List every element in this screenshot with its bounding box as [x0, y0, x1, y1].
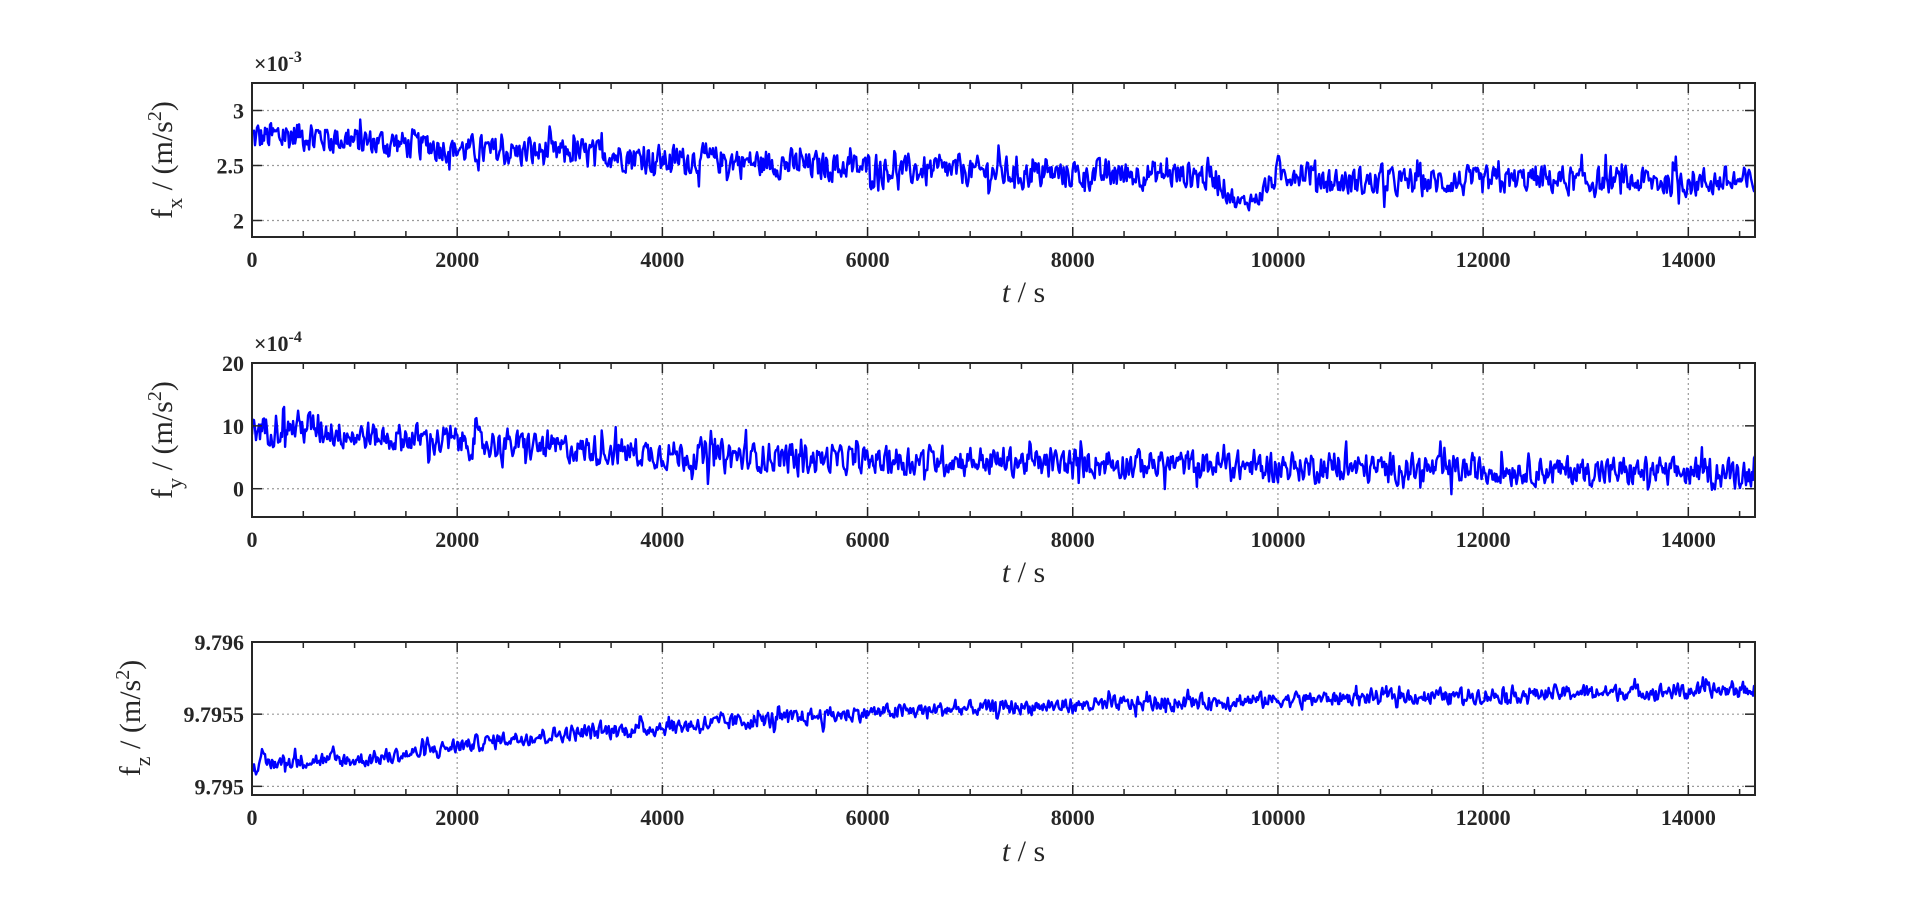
x-tick-label: 12000 — [1456, 527, 1511, 552]
x-axis-label: t / s — [1002, 276, 1045, 309]
x-tick-label: 4000 — [640, 247, 684, 272]
x-tick-label: 2000 — [435, 247, 479, 272]
x-tick-label: 8000 — [1051, 247, 1095, 272]
x-tick-label: 6000 — [846, 247, 890, 272]
x-tick-label: 2000 — [435, 805, 479, 830]
y-axis-label: fy / (m/s2) — [144, 381, 187, 499]
x-tick-label: 0 — [247, 805, 258, 830]
y-tick-label: 10 — [222, 414, 244, 439]
x-tick-label: 10000 — [1250, 247, 1305, 272]
x-tick-label: 8000 — [1051, 527, 1095, 552]
series-line-1 — [252, 405, 1755, 496]
x-axis-label: t / s — [1002, 835, 1045, 868]
axes-box — [251, 82, 1756, 238]
axes-box — [251, 362, 1756, 518]
y-tick-label: 3 — [233, 99, 244, 124]
x-tick-label: 14000 — [1661, 527, 1716, 552]
exponent-label: ×10-3 — [254, 49, 302, 76]
x-tick-label: 6000 — [846, 805, 890, 830]
x-tick-label: 12000 — [1456, 247, 1511, 272]
x-tick-label: 4000 — [640, 527, 684, 552]
y-axis-label: fx / (m/s2) — [144, 101, 187, 219]
y-tick-label: 0 — [233, 477, 244, 502]
x-tick-label: 14000 — [1661, 805, 1716, 830]
x-tick-label: 8000 — [1051, 805, 1095, 830]
x-tick-label: 10000 — [1250, 527, 1305, 552]
y-tick-label: 9.7955 — [184, 702, 245, 727]
x-tick-label: 6000 — [846, 527, 890, 552]
y-tick-label: 2 — [233, 209, 244, 234]
x-tick-label: 0 — [247, 247, 258, 272]
exponent-label: ×10-4 — [254, 329, 302, 356]
y-tick-label: 9.796 — [195, 630, 245, 655]
x-tick-label: 4000 — [640, 805, 684, 830]
x-tick-label: 12000 — [1456, 805, 1511, 830]
x-tick-label: 0 — [247, 527, 258, 552]
y-tick-label: 20 — [222, 351, 244, 376]
y-tick-label: 9.795 — [195, 774, 245, 799]
subplot-2: 0 2000 4000 6000 8000 10000 12000 14000 0 10 20 ×10… — [144, 329, 1756, 589]
y-axis-label: fz / (m/s2) — [112, 660, 155, 776]
y-tick-label: 2.5 — [217, 154, 245, 179]
series-line-1 — [252, 118, 1755, 212]
x-tick-label: 14000 — [1661, 247, 1716, 272]
x-tick-label: 10000 — [1250, 805, 1305, 830]
x-tick-label: 2000 — [435, 527, 479, 552]
series-line-1 — [252, 676, 1755, 776]
axes-box — [251, 641, 1756, 796]
subplot-3: 0 2000 4000 6000 8000 10000 12000 14000 9.795 9.7… — [112, 630, 1756, 868]
subplot-1: 0 2000 4000 6000 8000 10000 12000 14000 2 2.5 3 ×10… — [144, 49, 1756, 309]
x-axis-label: t / s — [1002, 556, 1045, 589]
